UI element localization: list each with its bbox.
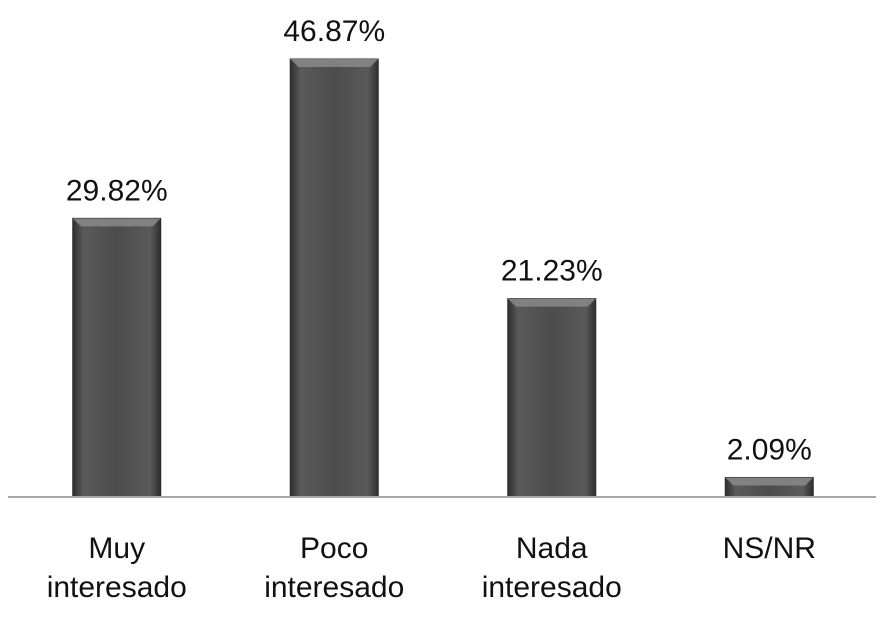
value-label-3: 21.23% — [501, 255, 603, 288]
bars-layer — [72, 58, 814, 498]
bar-bevel-2 — [290, 59, 379, 67]
category-label-1-line-2: interesado — [47, 571, 187, 604]
value-label-2: 46.87% — [283, 15, 385, 48]
bar-bevel-1 — [72, 218, 161, 227]
value-label-4: 2.09% — [727, 433, 812, 466]
category-label-2-line-2: interesado — [264, 571, 404, 604]
value-label-1: 29.82% — [66, 174, 168, 207]
bar-2 — [289, 58, 379, 498]
category-label-3-line-2: interesado — [482, 571, 622, 604]
category-label-2-line-1: Poco — [300, 532, 368, 565]
category-label-4: NS/NR — [723, 532, 816, 565]
category-label-3-line-1: Nada — [516, 532, 588, 565]
bar-bevel-3 — [507, 298, 596, 307]
category-label-1-line-1: Muy — [88, 532, 145, 565]
labels-layer: 29.82% Muy interesado 46.87% Poco interesado 2… — [47, 15, 816, 604]
bar-3 — [507, 298, 597, 498]
bar-1 — [72, 217, 162, 498]
bar-bevel-4 — [725, 477, 814, 486]
